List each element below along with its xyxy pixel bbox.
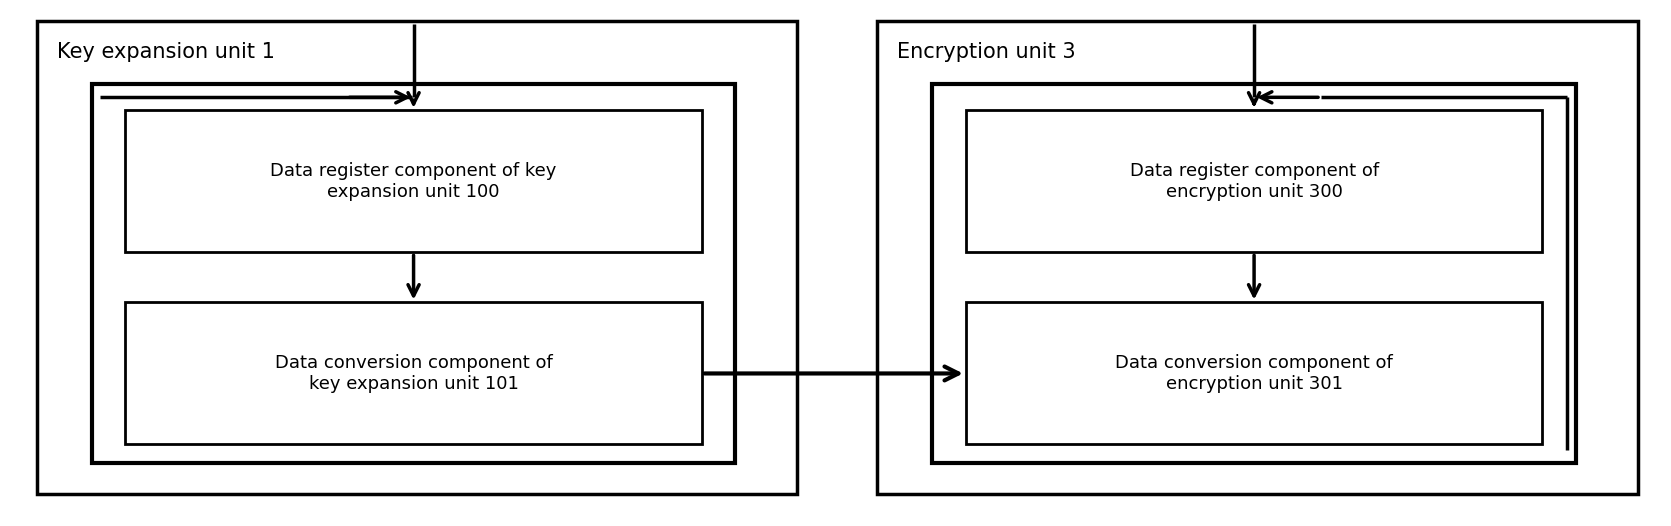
Bar — [966, 302, 1542, 444]
Bar — [125, 110, 702, 252]
Bar — [877, 21, 1638, 494]
Bar — [125, 302, 702, 444]
Bar — [92, 84, 735, 463]
Text: Key expansion unit 1: Key expansion unit 1 — [57, 42, 274, 62]
Bar — [37, 21, 797, 494]
Text: Encryption unit 3: Encryption unit 3 — [897, 42, 1076, 62]
Text: Data register component of
encryption unit 300: Data register component of encryption un… — [1130, 162, 1379, 201]
Bar — [932, 84, 1576, 463]
Text: Data conversion component of
encryption unit 301: Data conversion component of encryption … — [1115, 354, 1394, 393]
Text: Data conversion component of
key expansion unit 101: Data conversion component of key expansi… — [274, 354, 553, 393]
Bar — [966, 110, 1542, 252]
Text: Data register component of key
expansion unit 100: Data register component of key expansion… — [271, 162, 556, 201]
